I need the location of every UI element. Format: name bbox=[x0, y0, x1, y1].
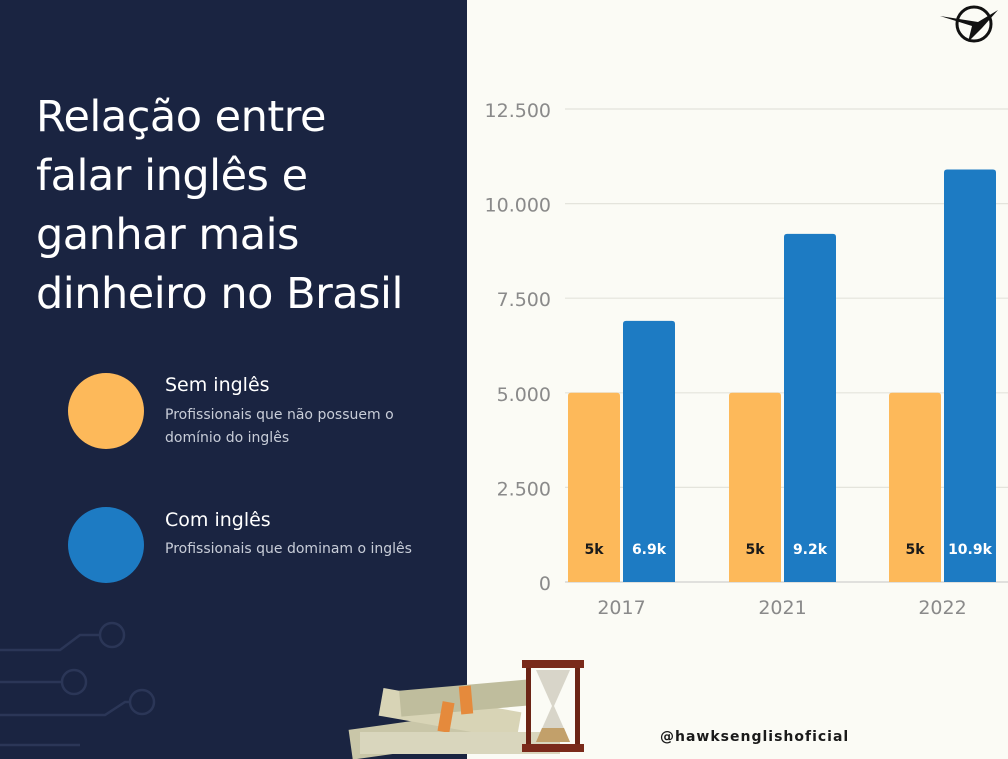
y-tick-label: 2.500 bbox=[497, 478, 551, 500]
legend-swatch-com-ingles bbox=[68, 507, 144, 583]
y-tick-label: 10.000 bbox=[485, 195, 551, 217]
hawk-logo-icon bbox=[940, 5, 998, 43]
bar bbox=[729, 392, 781, 582]
bar-value-label: 5k bbox=[905, 542, 925, 558]
circuit-decoration bbox=[0, 621, 156, 747]
bar bbox=[784, 233, 836, 582]
bar-value-label: 5k bbox=[745, 542, 765, 558]
bar bbox=[944, 169, 996, 582]
legend-label-com-ingles: Com inglês bbox=[165, 509, 271, 531]
x-tick-label: 2017 bbox=[597, 597, 645, 619]
legend-desc-com-ingles: Profissionais que dominam o inglês bbox=[165, 541, 412, 557]
bar-value-label: 6.9k bbox=[632, 542, 667, 558]
page-title: Relação entre falar inglês e ganhar mais… bbox=[36, 92, 403, 319]
bar-chart: 0 2.500 5.000 7.500 10.000 12.500 5k 6.9k 5k 9.2… bbox=[485, 100, 1008, 619]
social-handle: @hawksenglishoficial bbox=[660, 729, 850, 745]
money-stacks-image bbox=[348, 660, 584, 759]
y-tick-label: 12.500 bbox=[485, 100, 551, 122]
bar-value-label: 9.2k bbox=[793, 542, 828, 558]
left-panel: Relação entre falar inglês e ganhar mais… bbox=[0, 0, 467, 759]
bar bbox=[623, 320, 675, 582]
x-tick-label: 2021 bbox=[758, 597, 806, 619]
x-tick-label: 2022 bbox=[918, 597, 966, 619]
bar bbox=[889, 392, 941, 582]
bar-value-label: 5k bbox=[584, 542, 604, 558]
bar-value-label: 10.9k bbox=[948, 542, 993, 558]
y-tick-label: 7.500 bbox=[497, 289, 551, 311]
bar bbox=[568, 392, 620, 582]
y-tick-label: 0 bbox=[539, 573, 551, 595]
y-tick-label: 5.000 bbox=[497, 384, 551, 406]
legend-swatch-sem-ingles bbox=[68, 373, 144, 449]
legend-label-sem-ingles: Sem inglês bbox=[165, 374, 270, 396]
legend-desc-sem-ingles: Profissionais que não possuem o domínio … bbox=[165, 407, 394, 446]
